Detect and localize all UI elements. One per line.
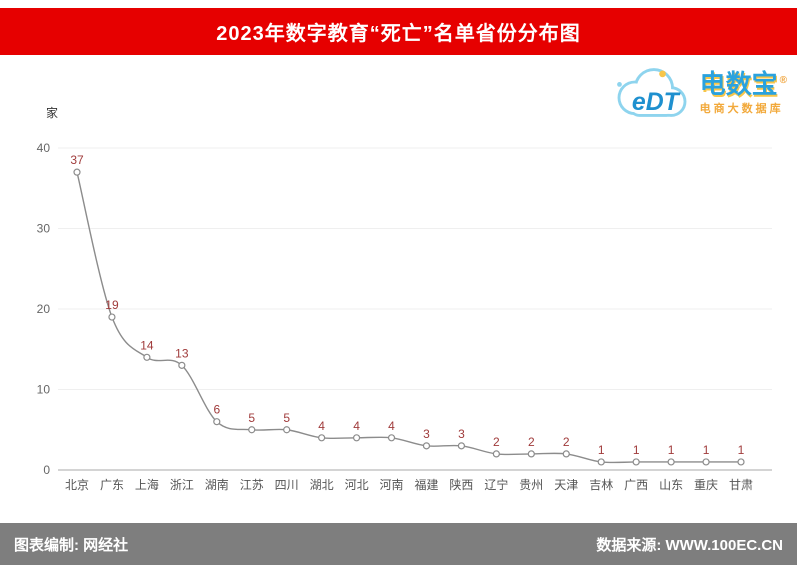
data-point: [213, 418, 221, 426]
chart-area: eDT 电数宝 ® 电商大数据库 0 10 20 30 40 家 37 北京 19 广东 14 上海 13…: [0, 55, 797, 523]
x-axis-label: 江苏: [240, 478, 264, 492]
value-label: 2: [493, 435, 500, 449]
data-point: [178, 361, 186, 369]
x-axis-label: 天津: [554, 478, 578, 492]
line-chart: 010203040家37北京19广东14上海13浙江6湖南5江苏5四川4湖北4河…: [37, 105, 772, 492]
data-point: [387, 434, 396, 442]
edt-logo: eDT 电数宝 ® 电商大数据库: [608, 61, 787, 125]
page-title: 2023年数字教育“死亡”名单省份分布图: [216, 23, 581, 45]
value-label: 1: [633, 443, 640, 457]
data-point: [632, 458, 640, 466]
x-axis-label: 山东: [659, 478, 683, 492]
logo-text: 电数宝 ® 电商大数据库: [699, 68, 787, 117]
x-axis-label: 河北: [345, 478, 369, 492]
data-point: [457, 442, 466, 450]
value-label: 13: [175, 346, 189, 360]
x-axis-label: 甘肃: [729, 478, 753, 492]
data-point: [143, 353, 151, 361]
value-label: 2: [563, 435, 570, 449]
y-axis-tick-label: 10: [37, 383, 51, 397]
value-label: 5: [248, 411, 255, 425]
y-axis-tick-label: 30: [37, 222, 51, 236]
value-label: 37: [70, 153, 84, 167]
data-point: [248, 426, 256, 434]
data-point: [108, 313, 116, 321]
value-label: 6: [213, 403, 220, 417]
footer-source: 数据来源: WWW.100EC.CN: [596, 536, 783, 554]
x-axis-label: 湖北: [310, 477, 334, 492]
brand-label: 电数宝: [699, 68, 778, 99]
y-axis-tick-label: 40: [37, 141, 51, 155]
value-label: 1: [598, 443, 605, 457]
value-label: 4: [388, 419, 395, 433]
footer-credit: 图表编制: 网经社: [14, 536, 129, 554]
y-axis-tick-label: 20: [37, 302, 51, 316]
x-axis-label: 北京: [65, 478, 89, 492]
x-axis-label: 湖南: [205, 477, 229, 492]
value-label: 4: [353, 419, 360, 433]
data-point: [562, 450, 570, 458]
x-axis-label: 陕西: [449, 477, 473, 492]
x-axis-label: 浙江: [170, 478, 194, 492]
value-label: 14: [140, 338, 154, 352]
x-axis-label: 上海: [135, 477, 159, 492]
value-label: 1: [703, 443, 710, 457]
y-axis-unit-label: 家: [46, 105, 58, 120]
brand-subtitle: 电商大数据库: [699, 103, 784, 116]
data-point: [422, 442, 431, 450]
registered-mark: ®: [779, 75, 787, 87]
data-point: [527, 450, 535, 458]
cloud-brand-letters: eDT: [632, 88, 681, 116]
value-label: 1: [668, 443, 675, 457]
x-axis-label: 广西: [624, 478, 648, 492]
value-label: 3: [423, 427, 430, 441]
data-point: [737, 458, 745, 466]
data-point: [352, 434, 361, 442]
x-axis-label: 重庆: [694, 478, 718, 492]
data-point: [597, 458, 605, 466]
value-label: 3: [458, 427, 465, 441]
data-point: [667, 458, 675, 466]
x-axis-label: 贵州: [519, 478, 543, 492]
data-point: [702, 458, 710, 466]
x-axis-label: 辽宁: [484, 477, 508, 492]
value-label: 2: [528, 435, 535, 449]
data-line: [76, 171, 741, 464]
x-axis-label: 福建: [414, 477, 438, 492]
data-point: [492, 450, 500, 458]
footer-bar: 图表编制: 网经社 数据来源: WWW.100EC.CN: [0, 523, 797, 565]
x-axis-label: 吉林: [589, 478, 613, 492]
value-label: 19: [105, 298, 119, 312]
value-label: 1: [738, 443, 745, 457]
cloud-icon: eDT: [616, 68, 687, 117]
chart-title-bar: 2023年数字教育“死亡”名单省份分布图: [0, 8, 797, 55]
data-point: [73, 168, 81, 176]
data-point: [283, 426, 291, 434]
y-axis-tick-label: 0: [43, 463, 50, 477]
brand-name: 电数宝 ®: [699, 68, 787, 99]
x-axis-label: 四川: [275, 478, 299, 492]
value-label: 4: [318, 419, 325, 433]
x-axis-label: 广东: [100, 478, 124, 492]
data-point: [318, 434, 326, 442]
x-axis-label: 河南: [380, 477, 404, 492]
value-label: 5: [283, 411, 290, 425]
